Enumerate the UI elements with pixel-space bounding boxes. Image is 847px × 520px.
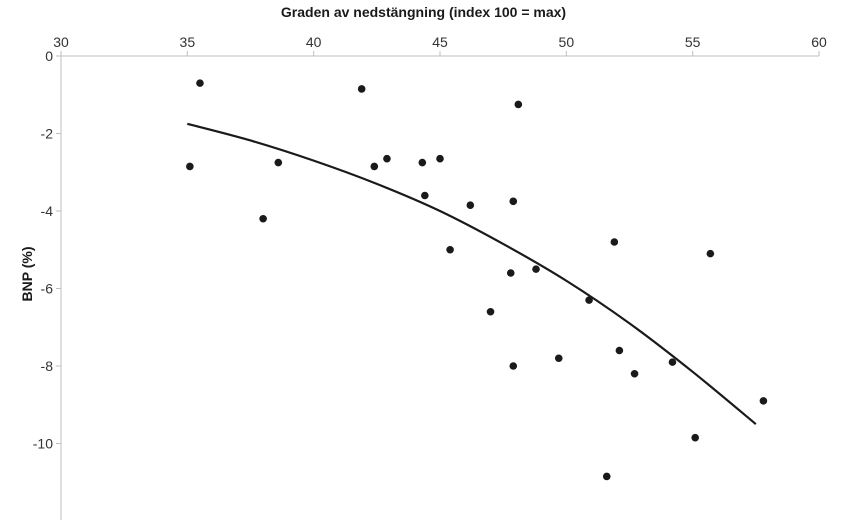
scatter-point <box>759 397 768 405</box>
y-tick-label: -2 <box>41 126 54 142</box>
axes <box>56 51 820 520</box>
x-tick-label: 60 <box>811 34 827 50</box>
scatter-point <box>486 307 495 316</box>
scatter-point <box>466 201 475 209</box>
scatter-point <box>370 162 379 171</box>
scatter-point <box>610 238 619 246</box>
trendline <box>187 122 757 425</box>
scatter-point <box>554 354 563 363</box>
x-tick-label: 55 <box>685 34 701 50</box>
points-group <box>186 79 768 481</box>
scatter-point <box>691 433 699 442</box>
scatter-point <box>418 158 427 167</box>
scatter-point <box>357 85 366 93</box>
x-axis-title: Graden av nedstängning (index 100 = max) <box>280 4 567 20</box>
y-tick-label: -8 <box>41 358 54 374</box>
scatter-point <box>186 162 194 171</box>
scatter-point <box>706 249 715 258</box>
scatter-point <box>436 154 444 163</box>
y-tick-label: -10 <box>33 436 53 452</box>
scatter-point <box>506 269 515 277</box>
scatter-point <box>259 214 267 223</box>
y-tick-label: -6 <box>41 281 54 297</box>
scatter-point <box>668 358 677 366</box>
scatter-point <box>514 100 523 109</box>
scatter-point <box>274 158 283 167</box>
x-tick-label: 50 <box>559 34 575 50</box>
x-tick-label: 35 <box>180 34 196 50</box>
scatter-point <box>446 245 454 254</box>
scatter-point <box>585 296 593 304</box>
tick-labels: 30 35 40 45 50 55 60 0 -2 -4 -6 -8 -10 <box>33 34 827 452</box>
scatter-point <box>630 369 639 378</box>
y-tick-label: -4 <box>41 203 54 219</box>
scatter-point <box>532 265 540 273</box>
scatter-point <box>509 362 518 370</box>
x-tick-label: 45 <box>432 34 448 50</box>
x-tick-label: 40 <box>306 34 322 50</box>
scatter-point <box>615 346 624 355</box>
scatter-point <box>421 191 429 200</box>
scatter-point <box>383 154 391 163</box>
scatter-point <box>196 79 204 87</box>
y-tick-label: 0 <box>45 48 53 64</box>
scatter-point <box>602 472 611 481</box>
x-tick-label: 30 <box>53 34 69 50</box>
scatter-point <box>509 197 518 206</box>
trendline-group <box>187 122 757 425</box>
